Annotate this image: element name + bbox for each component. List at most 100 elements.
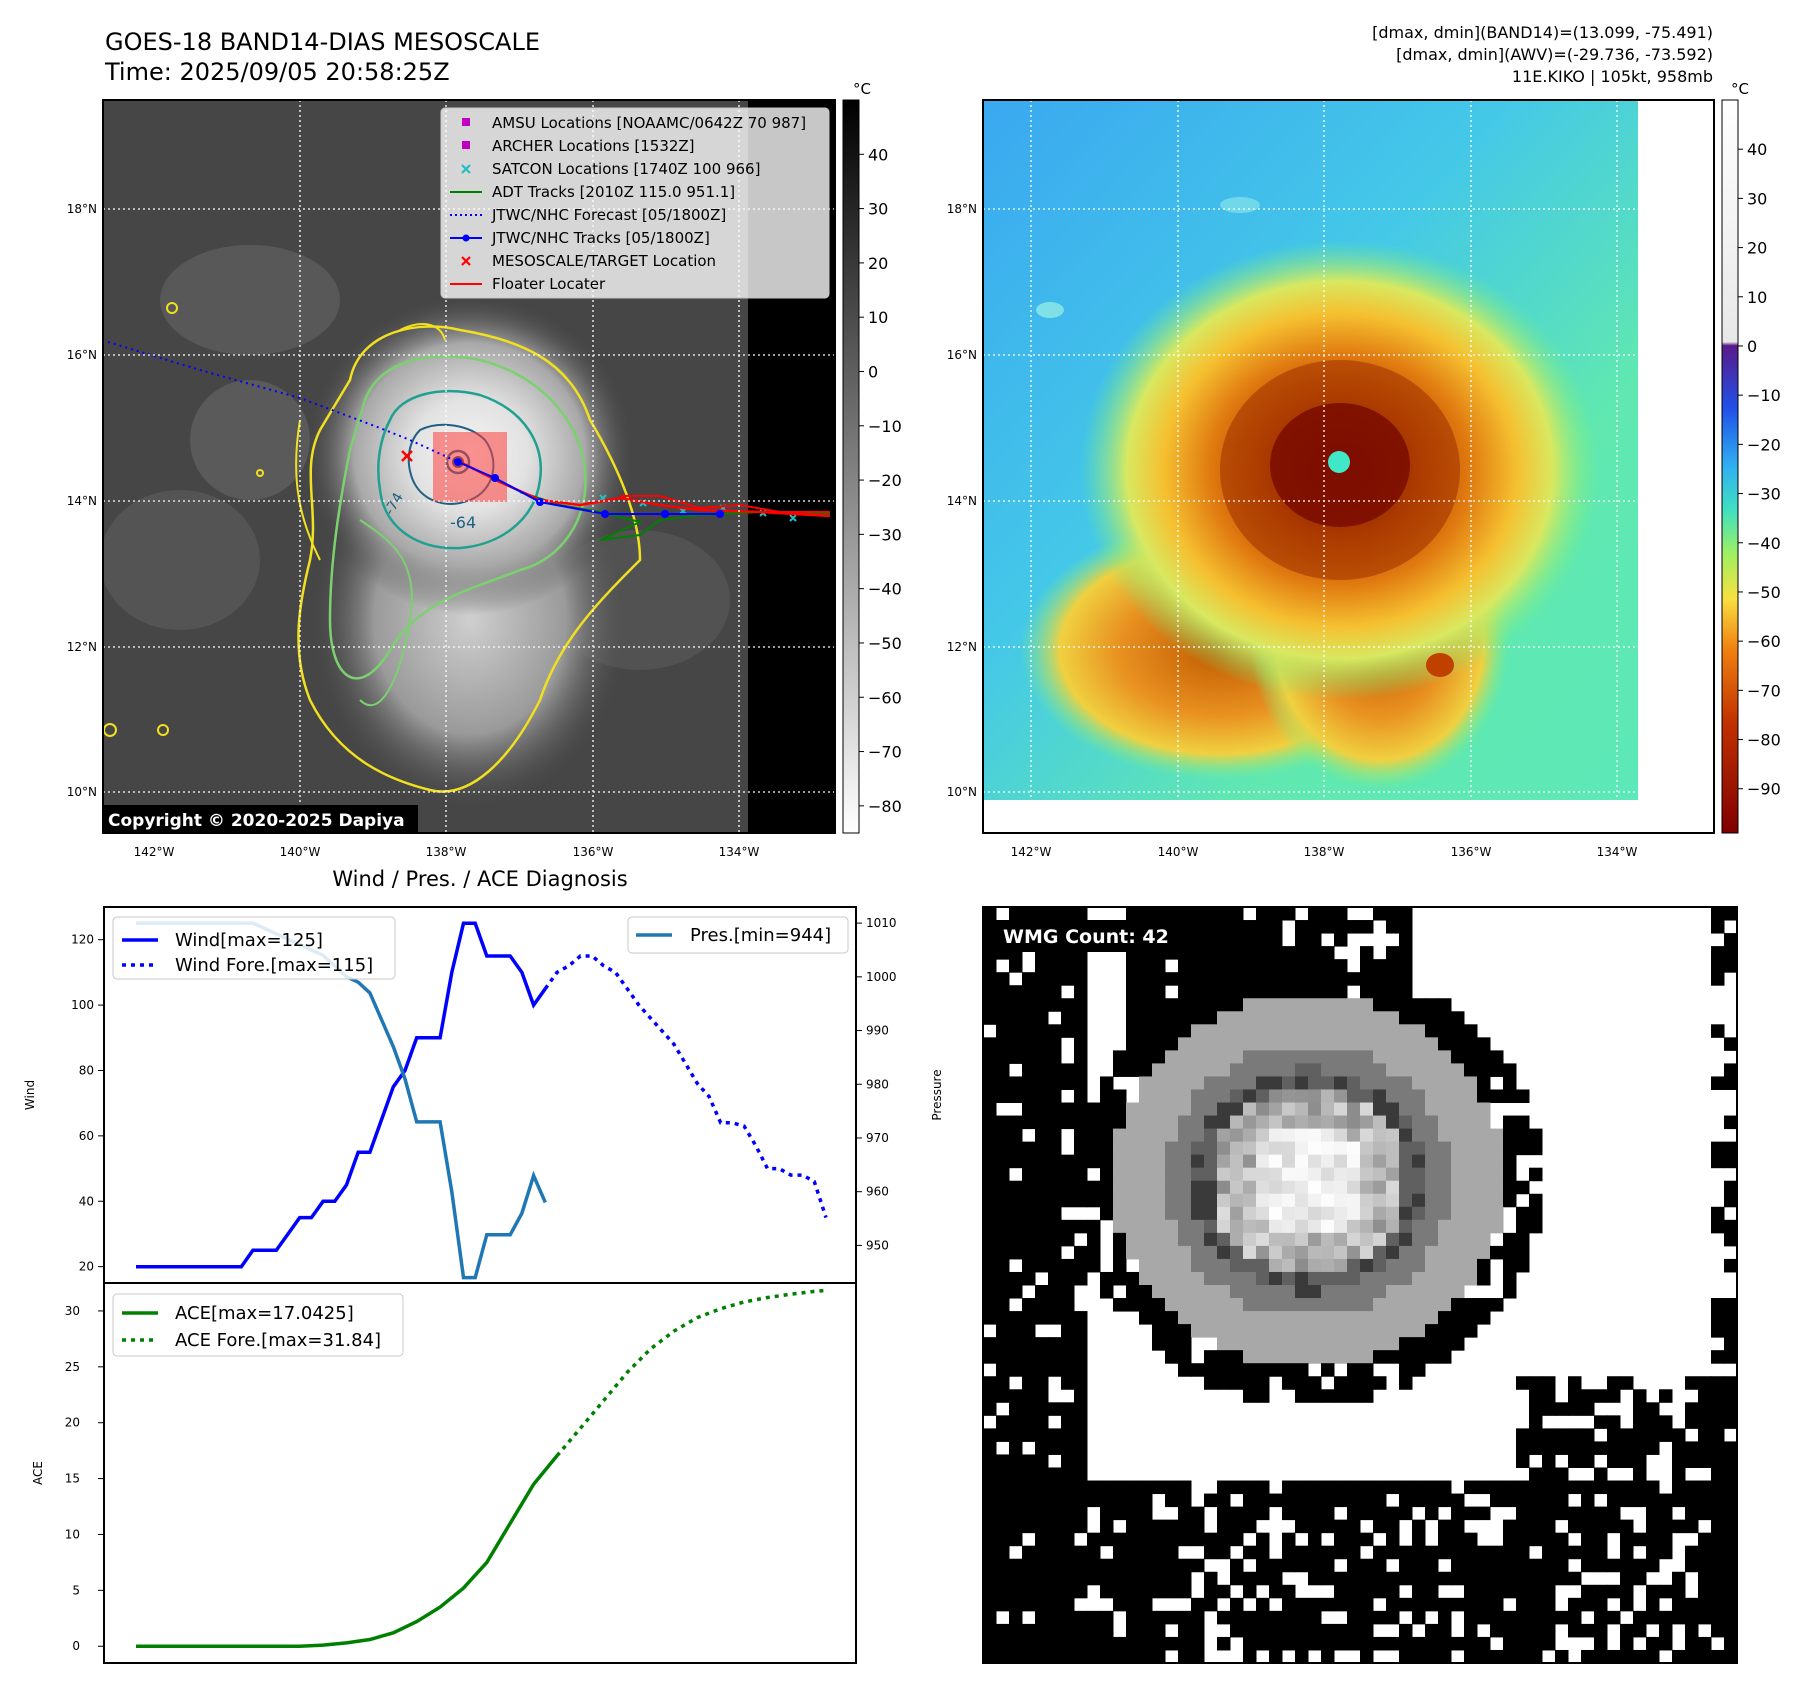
wmg-cell xyxy=(1438,1206,1452,1221)
wmg-cell xyxy=(1269,1063,1283,1077)
wmg-cell xyxy=(1724,1076,1738,1090)
wmg-cell xyxy=(1048,1258,1062,1273)
wmg-cell xyxy=(1009,1037,1023,1051)
wmg-cell xyxy=(1282,1206,1296,1221)
wmg-cell xyxy=(1321,1558,1335,1573)
wmg-cell xyxy=(1334,1324,1348,1338)
wmg-cell xyxy=(1204,1232,1218,1247)
wmg-cell xyxy=(1217,1219,1231,1234)
wmg-cell xyxy=(1191,1311,1205,1325)
wmg-cell xyxy=(1230,1324,1244,1338)
wmg-cell xyxy=(1334,1480,1348,1495)
wmg-cell xyxy=(1438,1037,1452,1051)
wmg-cell xyxy=(1204,920,1218,934)
wmg-cell xyxy=(983,1219,997,1234)
wmg-cell xyxy=(1425,1337,1439,1351)
wmg-cell xyxy=(983,1271,997,1286)
wmg-cell xyxy=(1347,1180,1361,1195)
wmg-cell xyxy=(1074,972,1088,986)
wmg-cell xyxy=(983,1350,997,1364)
wmg-cell xyxy=(1360,1311,1374,1325)
wmg-cell xyxy=(1256,1154,1270,1169)
wmg-cell xyxy=(1139,1193,1153,1208)
wmg-cell xyxy=(1438,1167,1452,1182)
wmg-cell xyxy=(1074,1428,1088,1442)
wmg-cell xyxy=(1035,1076,1049,1090)
wmg-cell xyxy=(1217,1636,1231,1651)
wmg-cell xyxy=(1022,1415,1036,1429)
wmg-cell xyxy=(1477,1298,1491,1312)
wmg-cell xyxy=(1295,1050,1309,1064)
wmg-cell xyxy=(1321,1636,1335,1651)
wmg-cell xyxy=(1516,1089,1530,1104)
wmg-cell xyxy=(1360,1610,1374,1625)
wmg-cell xyxy=(1464,1219,1478,1234)
wmg-cell xyxy=(1373,1206,1387,1221)
wmg-cell xyxy=(1061,1597,1075,1612)
wmg-cell xyxy=(1295,972,1309,986)
wmg-cell xyxy=(1633,1480,1647,1495)
wmg-cell xyxy=(1529,1389,1543,1403)
wmg-cell xyxy=(1724,1037,1738,1051)
wmg-cell xyxy=(1191,1115,1205,1130)
wmg-cell xyxy=(1607,1441,1621,1455)
wmg-cell xyxy=(1724,1584,1738,1599)
wmg-cell xyxy=(1321,907,1335,921)
wmg-cell xyxy=(1282,1298,1296,1312)
wmg-cell xyxy=(983,1245,997,1260)
wmg-cell xyxy=(1022,1584,1036,1599)
wmg-cell xyxy=(1334,985,1348,999)
wmg-cell xyxy=(1542,1545,1556,1560)
wmg-cell xyxy=(1711,1298,1725,1312)
wmg-cell xyxy=(1230,933,1244,947)
wmg-cell xyxy=(1074,1141,1088,1156)
wmg-cell xyxy=(1126,1206,1140,1221)
wmg-cell xyxy=(1412,1232,1426,1247)
wmg-cell xyxy=(1230,1167,1244,1182)
wmg-cell xyxy=(1685,1480,1699,1495)
title-line2: Time: 2025/09/05 20:58:25Z xyxy=(104,58,450,86)
wmg-cell xyxy=(1477,1167,1491,1182)
wmg-cell xyxy=(1412,1597,1426,1612)
wmg-cell xyxy=(1347,1597,1361,1612)
wmg-cell xyxy=(1724,946,1738,960)
wmg-cell xyxy=(1152,1271,1166,1286)
wmg-cell xyxy=(1204,1167,1218,1182)
wmg-cell xyxy=(1256,1376,1270,1390)
wmg-cell xyxy=(1074,1376,1088,1390)
wmg-cell xyxy=(1516,1571,1530,1586)
wmg-cell xyxy=(1165,1558,1179,1573)
wmg-cell xyxy=(1464,1558,1478,1573)
stats-line2: [dmax, dmin](AWV)=(-29.736, -73.592) xyxy=(1396,45,1713,64)
wmg-cell xyxy=(1308,959,1322,973)
wmg-cell xyxy=(1516,1258,1530,1273)
ace-ytick-label: 30 xyxy=(65,1304,80,1318)
wmg-cell xyxy=(1022,1076,1036,1090)
wmg-cell xyxy=(1503,1584,1517,1599)
wmg-cell xyxy=(1581,1519,1595,1534)
wmg-cell xyxy=(1464,1024,1478,1038)
wmg-cell xyxy=(1256,1089,1270,1104)
wmg-cell xyxy=(1373,1584,1387,1599)
wmg-cell xyxy=(1100,1532,1114,1547)
wmg-cell xyxy=(1230,1206,1244,1221)
wmg-cell xyxy=(1425,1011,1439,1025)
wmg-cell xyxy=(1542,1441,1556,1455)
wmg-cell xyxy=(1386,1480,1400,1495)
wmg-cell xyxy=(1308,1115,1322,1130)
ir-ytick: 10°N xyxy=(67,785,97,799)
wmg-cell xyxy=(1217,1324,1231,1338)
wmg-cell xyxy=(1633,1428,1647,1442)
wmg-cell xyxy=(1724,1454,1738,1468)
wmg-cell xyxy=(1282,1623,1296,1638)
wmg-cell xyxy=(1451,1285,1465,1299)
wmg-cell xyxy=(1139,1154,1153,1169)
wmg-cell xyxy=(1373,998,1387,1012)
wmg-cell xyxy=(1178,1193,1192,1208)
wmg-cell xyxy=(1399,1480,1413,1495)
wind-legend-box xyxy=(112,916,396,980)
wmg-cell xyxy=(1074,1037,1088,1051)
wmg-cell xyxy=(983,1167,997,1182)
wmg-cell xyxy=(1477,1558,1491,1573)
wmg-cell xyxy=(996,1519,1010,1534)
